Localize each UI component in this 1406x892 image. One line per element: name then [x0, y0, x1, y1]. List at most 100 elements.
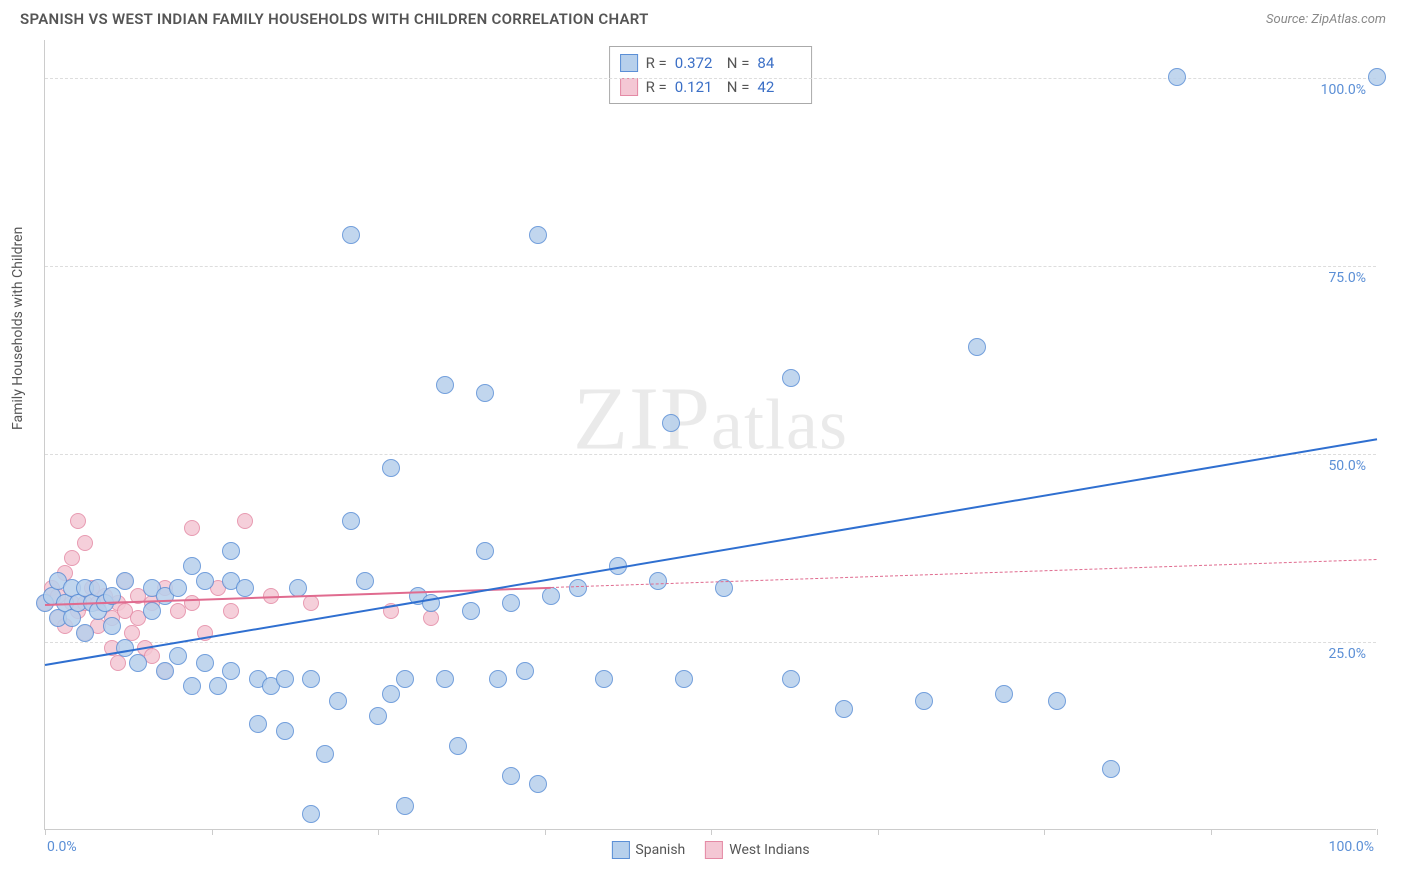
spanish-point — [476, 542, 494, 560]
spanish-point — [915, 692, 933, 710]
spanish-point — [396, 670, 414, 688]
spanish-point — [649, 572, 667, 590]
legend-series-item: West Indians — [705, 841, 809, 859]
gridline-horizontal — [45, 454, 1376, 455]
chart-plot-area: ZIPatlas R =0.372N =84R =0.121N =42 Span… — [44, 40, 1376, 830]
spanish-point — [196, 572, 214, 590]
legend-series-label: Spanish — [635, 842, 685, 858]
west-indian-point — [423, 610, 439, 626]
x-tick — [878, 829, 879, 835]
spanish-point — [502, 767, 520, 785]
spanish-point — [462, 602, 480, 620]
x-tick — [45, 829, 46, 835]
west-indian-point — [110, 655, 126, 671]
legend-swatch — [705, 841, 723, 859]
spanish-point — [1168, 68, 1186, 86]
spanish-point — [516, 662, 534, 680]
x-tick — [1211, 829, 1212, 835]
west-indian-point — [303, 595, 319, 611]
legend-series-item: Spanish — [611, 841, 685, 859]
spanish-point — [222, 662, 240, 680]
x-tick — [545, 829, 546, 835]
x-tick-label-max: 100.0% — [1329, 839, 1374, 855]
spanish-point — [276, 670, 294, 688]
chart-title: SPANISH VS WEST INDIAN FAMILY HOUSEHOLDS… — [20, 10, 649, 28]
spanish-point — [143, 602, 161, 620]
gridline-horizontal — [45, 266, 1376, 267]
west-indian-point — [184, 520, 200, 536]
x-tick — [1044, 829, 1045, 835]
spanish-point — [76, 624, 94, 642]
spanish-point — [436, 376, 454, 394]
spanish-point — [529, 775, 547, 793]
spanish-point — [675, 670, 693, 688]
west-indian-trend-extrapolated — [551, 559, 1377, 588]
legend-swatch — [611, 841, 629, 859]
west-indian-point — [223, 603, 239, 619]
spanish-point — [782, 369, 800, 387]
legend-n-value: 84 — [757, 51, 801, 75]
spanish-point — [183, 677, 201, 695]
spanish-point — [782, 670, 800, 688]
west-indian-point — [70, 513, 86, 529]
x-tick — [1377, 829, 1378, 835]
x-tick — [378, 829, 379, 835]
spanish-point — [595, 670, 613, 688]
spanish-point — [342, 512, 360, 530]
legend-n-label: N = — [727, 51, 750, 75]
y-tick-label: 75.0% — [1328, 270, 1366, 286]
y-tick-label: 25.0% — [1328, 646, 1366, 662]
spanish-point — [835, 700, 853, 718]
spanish-point — [569, 579, 587, 597]
spanish-point — [103, 617, 121, 635]
spanish-point — [342, 226, 360, 244]
legend-series-label: West Indians — [729, 842, 809, 858]
legend-correlation: R =0.372N =84R =0.121N =42 — [609, 46, 813, 104]
spanish-point — [236, 579, 254, 597]
spanish-point — [116, 572, 134, 590]
spanish-point — [1102, 760, 1120, 778]
spanish-point — [169, 579, 187, 597]
y-axis-label: Family Households with Children — [10, 227, 26, 430]
chart-source: Source: ZipAtlas.com — [1266, 12, 1386, 27]
west-indian-point — [64, 550, 80, 566]
y-tick-label: 100.0% — [1321, 82, 1366, 98]
spanish-point — [129, 654, 147, 672]
spanish-point — [529, 226, 547, 244]
spanish-point — [316, 745, 334, 763]
spanish-point — [436, 670, 454, 688]
x-tick-label-min: 0.0% — [47, 839, 77, 855]
spanish-point — [382, 685, 400, 703]
spanish-point — [276, 722, 294, 740]
west-indian-point — [237, 513, 253, 529]
spanish-point — [396, 797, 414, 815]
gridline-horizontal — [45, 642, 1376, 643]
legend-r-value: 0.372 — [675, 51, 719, 75]
x-tick — [711, 829, 712, 835]
spanish-point — [369, 707, 387, 725]
spanish-point — [302, 805, 320, 823]
x-tick — [212, 829, 213, 835]
spanish-point — [196, 654, 214, 672]
spanish-point — [156, 662, 174, 680]
spanish-point — [542, 587, 560, 605]
y-tick-label: 50.0% — [1328, 458, 1366, 474]
spanish-point — [329, 692, 347, 710]
spanish-point — [995, 685, 1013, 703]
spanish-point — [968, 338, 986, 356]
spanish-point — [249, 715, 267, 733]
spanish-point — [476, 384, 494, 402]
spanish-point — [302, 670, 320, 688]
spanish-point — [1048, 692, 1066, 710]
spanish-point — [662, 414, 680, 432]
legend-swatch — [620, 54, 638, 72]
legend-row: R = 0.372 N = 84 — [620, 51, 802, 75]
spanish-point — [356, 572, 374, 590]
legend-r-label: R = — [646, 51, 667, 75]
legend-series: Spanish West Indians — [611, 841, 809, 859]
spanish-point — [169, 647, 187, 665]
spanish-point — [209, 677, 227, 695]
spanish-point — [183, 557, 201, 575]
spanish-point — [222, 542, 240, 560]
legend-swatch — [620, 78, 638, 96]
